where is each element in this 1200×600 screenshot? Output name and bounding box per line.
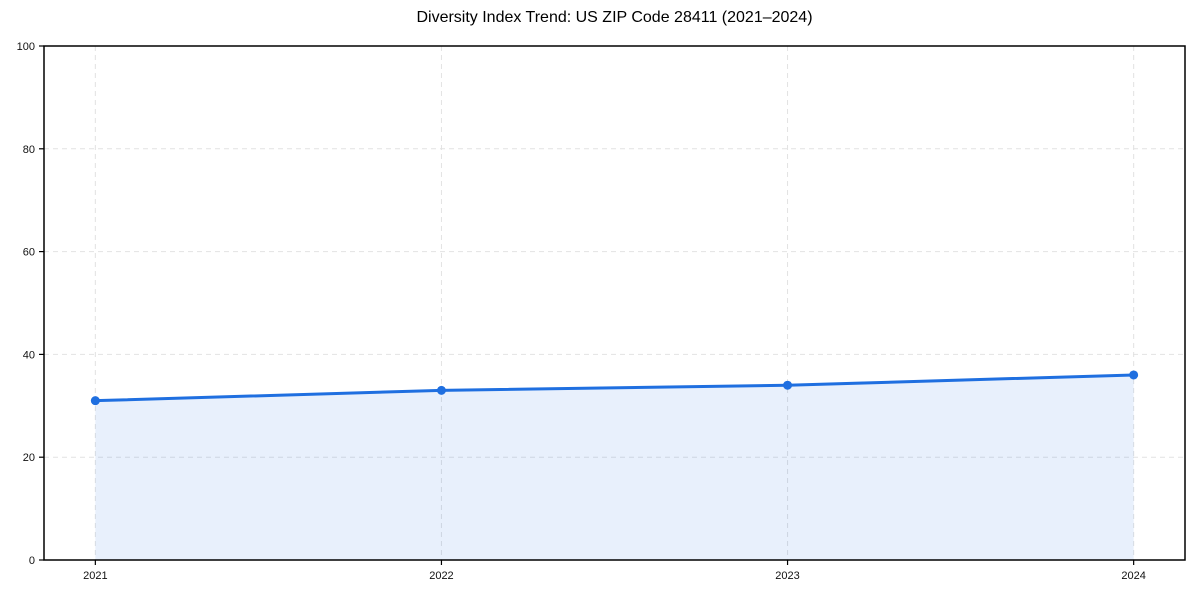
x-tick-label: 2024 — [1121, 570, 1145, 582]
plot-border — [43, 45, 1186, 561]
data-point-marker — [90, 396, 100, 406]
y-tick-label: 80 — [23, 144, 35, 156]
data-point-marker — [783, 380, 793, 390]
trend-line — [93, 373, 1136, 403]
chart-title: Diversity Index Trend: US ZIP Code 28411… — [416, 9, 813, 26]
y-tick-label: 20 — [23, 452, 35, 464]
y-tick-label: 40 — [23, 349, 35, 361]
x-tick-label: 2023 — [775, 570, 799, 582]
x-tick-label: 2022 — [429, 570, 453, 582]
y-tick-label: 60 — [23, 247, 35, 259]
data-point-marker — [1129, 370, 1139, 380]
data-point-marker — [436, 385, 446, 395]
area-fill — [95, 374, 1134, 560]
y-tick-label: 100 — [17, 41, 35, 53]
y-tick-label: 0 — [29, 555, 35, 567]
x-tick-label: 2021 — [83, 570, 107, 582]
